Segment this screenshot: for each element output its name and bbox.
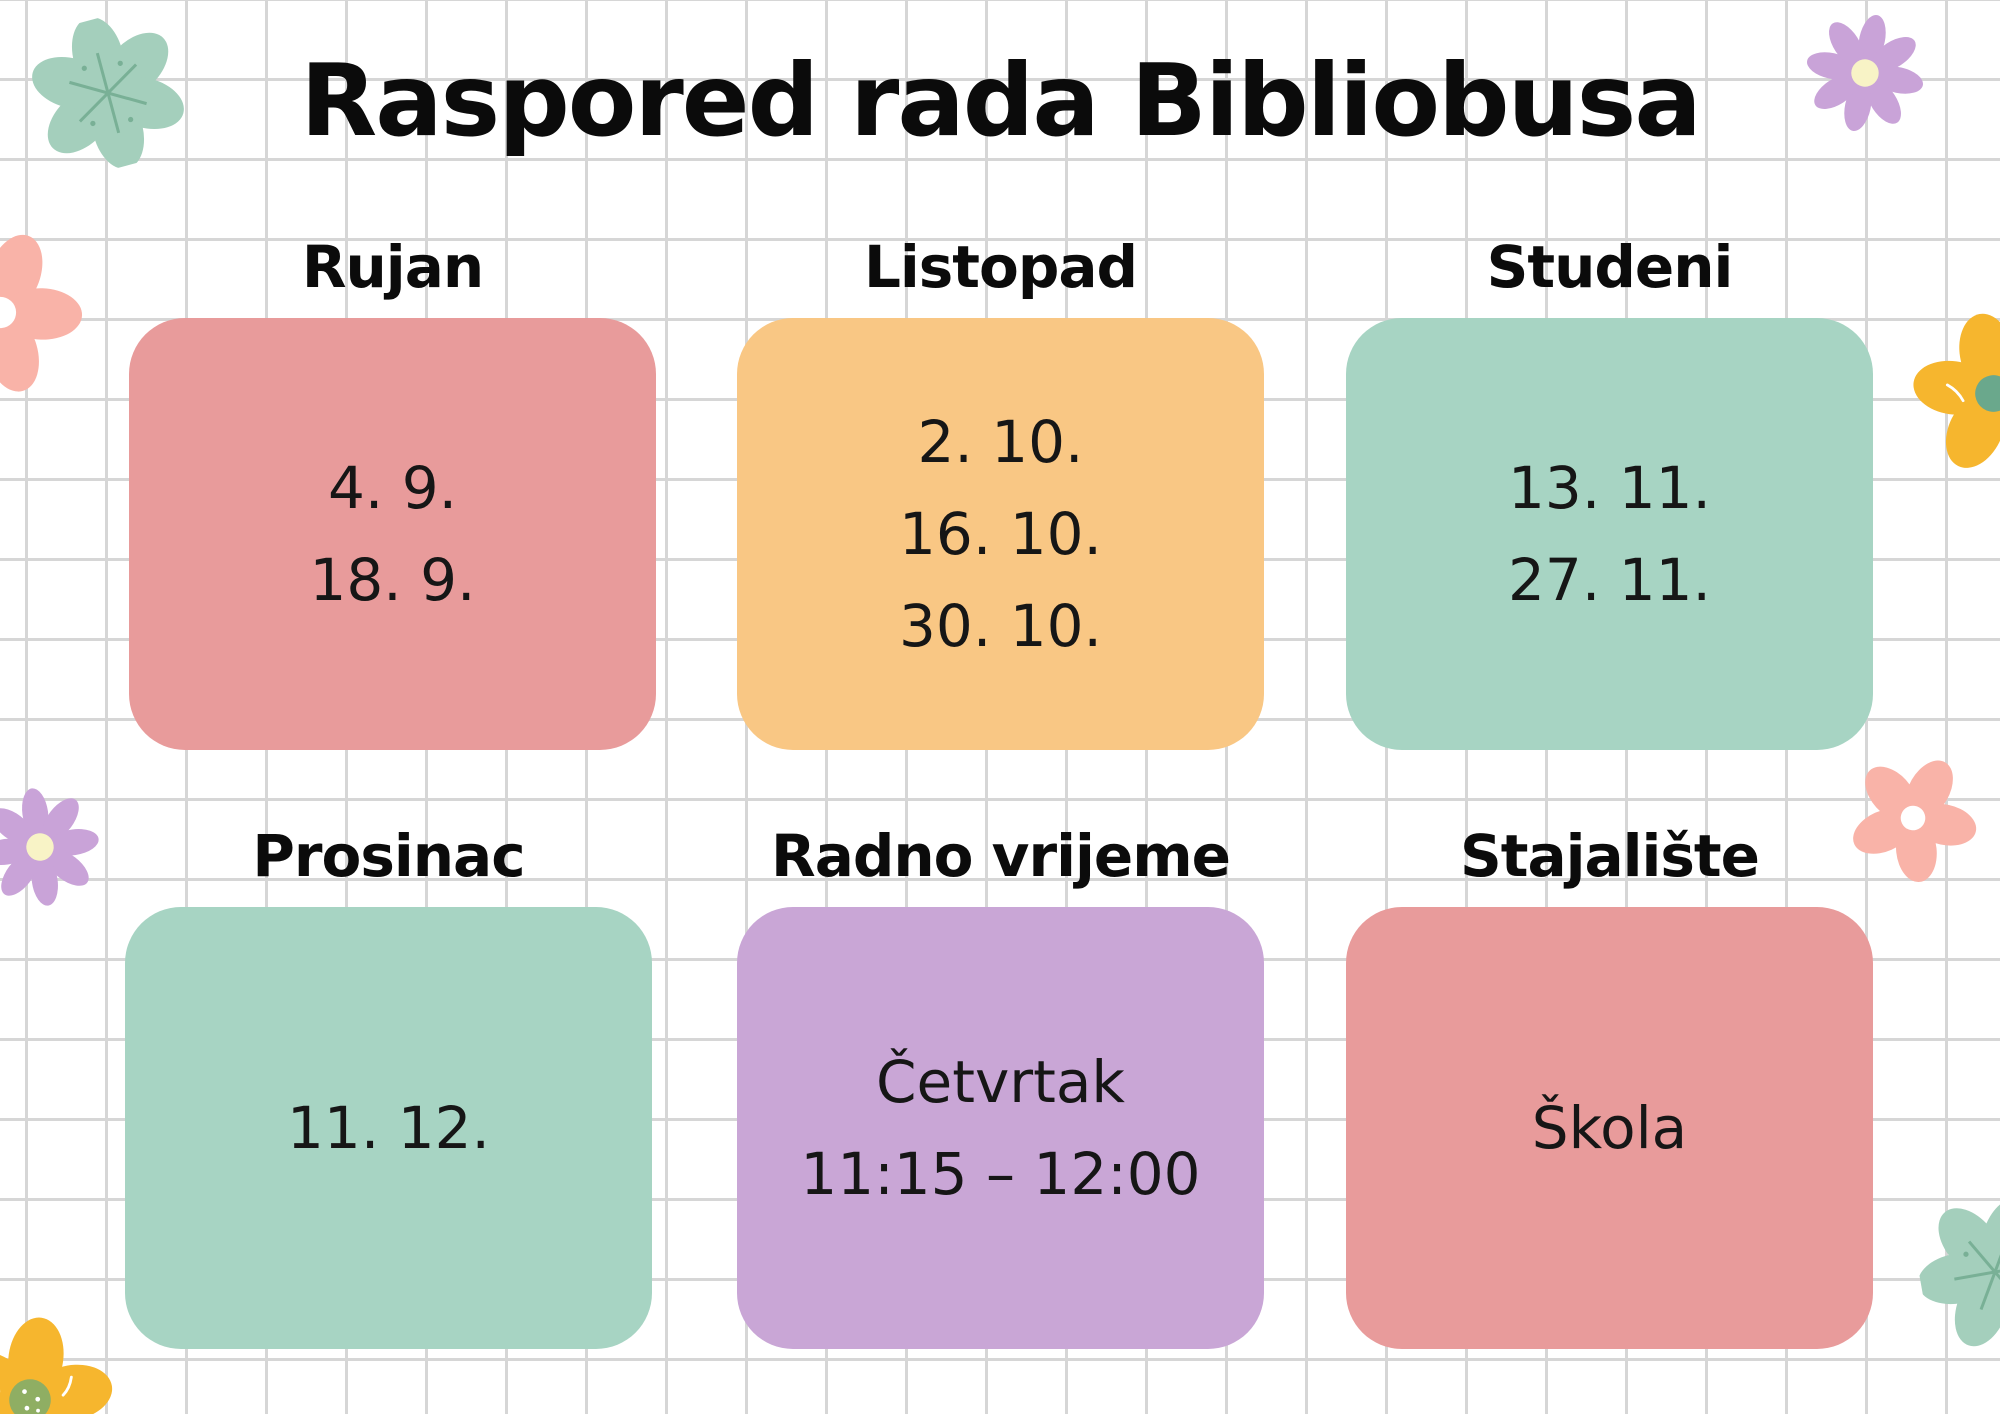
flower-purple-top-right-icon — [1807, 15, 1923, 131]
date-line: 13. 11. — [1508, 454, 1711, 522]
date-line: 2. 10. — [917, 408, 1084, 476]
schedule-cell-rujan: Rujan 4. 9. 18. 9. — [129, 225, 656, 750]
card-header-prosinac: Prosinac — [252, 822, 525, 890]
card-header-studeni: Studeni — [1486, 233, 1734, 301]
flower-pink-right-middle-icon — [1853, 760, 1977, 882]
schedule-cell-studeni: Studeni 13. 11. 27. 11. — [1346, 225, 1873, 750]
flower-yellow-right-edge-icon — [1913, 313, 2000, 468]
schedule-cell-stajaliste: Stajalište Škola — [1346, 814, 1873, 1349]
card-header-listopad: Listopad — [863, 233, 1138, 301]
date-line: 11. 12. — [287, 1094, 490, 1162]
info-line: Škola — [1531, 1094, 1688, 1162]
card-header-rujan: Rujan — [301, 233, 484, 301]
card-radno-vrijeme: Četvrtak 11:15 – 12:00 — [737, 907, 1264, 1349]
flower-purple-left-middle-icon — [0, 788, 99, 906]
card-header-radno-vrijeme: Radno vrijeme — [771, 822, 1231, 890]
date-line: 27. 11. — [1508, 546, 1711, 614]
card-listopad: 2. 10. 16. 10. 30. 10. — [737, 318, 1264, 750]
page-title: Raspored rada Bibliobusa — [300, 42, 1702, 159]
card-header-stajaliste: Stajalište — [1459, 822, 1760, 890]
schedule-cell-prosinac: Prosinac 11. 12. — [125, 814, 652, 1349]
date-line: 30. 10. — [899, 592, 1102, 660]
card-rujan: 4. 9. 18. 9. — [129, 318, 656, 750]
flower-yellow-bottom-left-icon — [0, 1317, 113, 1414]
info-line: 11:15 – 12:00 — [800, 1140, 1201, 1208]
flower-teal-top-left-icon — [32, 17, 184, 169]
card-stajaliste: Škola — [1346, 907, 1873, 1349]
date-line: 4. 9. — [327, 454, 458, 522]
schedule-cell-radno-vrijeme: Radno vrijeme Četvrtak 11:15 – 12:00 — [737, 814, 1264, 1349]
date-line: 18. 9. — [309, 546, 476, 614]
info-line: Četvrtak — [876, 1048, 1125, 1116]
flower-teal-bottom-right-icon — [1917, 1197, 2000, 1347]
card-studeni: 13. 11. 27. 11. — [1346, 318, 1873, 750]
schedule-cell-listopad: Listopad 2. 10. 16. 10. 30. 10. — [737, 225, 1264, 750]
card-prosinac: 11. 12. — [125, 907, 652, 1349]
date-line: 16. 10. — [899, 500, 1102, 568]
flower-pink-left-edge-icon — [0, 234, 83, 392]
